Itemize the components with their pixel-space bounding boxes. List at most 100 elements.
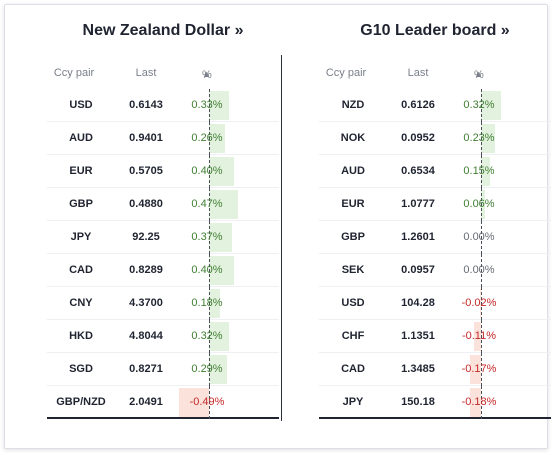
change-bar	[209, 190, 239, 219]
table-row[interactable]: CHF 1.1351 -0.11%	[319, 320, 551, 353]
last-price-cell: 0.6534	[401, 165, 435, 177]
ccy-pair-cell: SEK	[341, 264, 365, 276]
header-ccy-pair[interactable]: Ccy pair	[325, 67, 367, 79]
change-bar	[178, 388, 209, 417]
ccy-pair-cell: GBP	[341, 231, 365, 243]
last-price-cell: 1.1351	[401, 330, 435, 342]
zero-line	[481, 155, 482, 188]
ccy-pair-cell: JPY	[70, 231, 92, 243]
pct-change-cell: 0.00%	[463, 231, 495, 243]
table-row[interactable]: AUD 0.9401 0.26%	[47, 122, 279, 155]
last-price-cell: 0.4880	[129, 198, 163, 210]
table-row[interactable]: EUR 0.5705 0.40%	[47, 155, 279, 188]
nzd-panel-title[interactable]: New Zealand Dollar »	[82, 22, 244, 39]
ccy-pair-cell: GBP/NZD	[56, 396, 106, 408]
table-row[interactable]: GBP/NZD 2.0491 -0.49%	[47, 386, 279, 419]
table-row[interactable]: HKD 4.8044 0.32%	[47, 320, 279, 353]
header-ccy-pair[interactable]: Ccy pair	[53, 67, 95, 79]
header-last[interactable]: Last	[135, 67, 157, 79]
ccy-pair-cell: CAD	[341, 363, 365, 375]
g10-panel-title[interactable]: G10 Leader board »	[360, 22, 510, 39]
zero-line	[209, 89, 210, 122]
zero-line	[209, 353, 210, 386]
pct-change-cell: -0.02%	[461, 297, 497, 309]
pct-change-cell: 0.32%	[463, 99, 495, 111]
ccy-pair-cell: GBP	[69, 198, 93, 210]
pct-change-cell: 0.00%	[463, 264, 495, 276]
last-price-cell: 92.25	[132, 231, 160, 243]
pct-change-cell: 0.32%	[191, 330, 223, 342]
nzd-rows: USD 0.6143 0.33% AUD 0.9401 0.26% EUR 0.5705 0.4…	[47, 89, 279, 419]
change-bar	[470, 355, 481, 384]
ccy-pair-cell: CHF	[341, 330, 365, 342]
table-row[interactable]: JPY 150.18 -0.18%	[319, 386, 551, 419]
ccy-pair-cell: AUD	[341, 165, 365, 177]
g10-rows: NZD 0.6126 0.32% NOK 0.0952 0.23% AUD 0.6534 0.1…	[319, 89, 551, 419]
pct-change-cell: 0.23%	[463, 132, 495, 144]
last-price-cell: 4.8044	[129, 330, 163, 342]
header-last[interactable]: Last	[407, 67, 429, 79]
change-bar	[209, 355, 227, 384]
zero-line	[481, 353, 482, 386]
change-bar	[481, 190, 485, 219]
table-row[interactable]: CAD 0.8289 0.40%	[47, 254, 279, 287]
last-price-cell: 1.0777	[401, 198, 435, 210]
change-bar	[469, 388, 481, 417]
pct-change-cell: 0.26%	[191, 132, 223, 144]
zero-line	[209, 320, 210, 353]
zero-line	[209, 188, 210, 221]
change-bar	[209, 91, 230, 120]
zero-line	[481, 188, 482, 221]
last-price-cell: 4.3700	[129, 297, 163, 309]
zero-line	[481, 320, 482, 353]
table-row[interactable]: NOK 0.0952 0.23%	[319, 122, 551, 155]
change-bar	[481, 91, 501, 120]
table-row[interactable]: GBP 0.4880 0.47%	[47, 188, 279, 221]
last-price-cell: 0.8271	[129, 363, 163, 375]
panel-divider	[281, 55, 282, 421]
pct-change-cell: 0.15%	[463, 165, 495, 177]
pct-change-cell: -0.18%	[461, 396, 497, 408]
last-price-cell: 0.6143	[129, 99, 163, 111]
table-row[interactable]: JPY 92.25 0.37%	[47, 221, 279, 254]
last-price-cell: 104.28	[401, 297, 435, 309]
table-row[interactable]: SEK 0.0957 0.00%	[319, 254, 551, 287]
last-price-cell: 0.6126	[401, 99, 435, 111]
change-bar	[209, 124, 226, 153]
ccy-pair-cell: EUR	[341, 198, 365, 210]
change-bar	[209, 157, 234, 186]
last-price-cell: 0.5705	[129, 165, 163, 177]
ccy-pair-cell: CAD	[69, 264, 93, 276]
last-price-cell: 150.18	[401, 396, 435, 408]
ccy-pair-cell: USD	[69, 99, 93, 111]
table-row[interactable]: CAD 1.3485 -0.17%	[319, 353, 551, 386]
table-row[interactable]: USD 104.28 -0.02%	[319, 287, 551, 320]
ccy-pair-cell: USD	[341, 297, 365, 309]
zero-line	[481, 221, 482, 254]
pct-change-cell: 0.47%	[191, 198, 223, 210]
table-row[interactable]: CNY 4.3700 0.18%	[47, 287, 279, 320]
pct-change-cell: 0.29%	[191, 363, 223, 375]
last-price-cell: 0.8289	[129, 264, 163, 276]
zero-line	[209, 221, 210, 254]
table-row[interactable]: SGD 0.8271 0.29%	[47, 353, 279, 386]
fx-widget-card: New Zealand Dollar » Ccy pair Last % ▲ U…	[4, 4, 551, 449]
change-bar	[209, 322, 229, 351]
header-pct-label: %	[202, 69, 212, 81]
change-bar	[209, 223, 232, 252]
sort-asc-icon: ▲	[474, 69, 483, 79]
table-row[interactable]: EUR 1.0777 0.06%	[319, 188, 551, 221]
table-row[interactable]: AUD 0.6534 0.15%	[319, 155, 551, 188]
zero-line	[481, 254, 482, 287]
table-row[interactable]: GBP 1.2601 0.00%	[319, 221, 551, 254]
change-bar	[481, 124, 496, 153]
table-row[interactable]: USD 0.6143 0.33%	[47, 89, 279, 122]
last-price-cell: 0.9401	[129, 132, 163, 144]
pct-change-cell: 0.37%	[191, 231, 223, 243]
pct-change-cell: 0.40%	[191, 165, 223, 177]
table-row[interactable]: NZD 0.6126 0.32%	[319, 89, 551, 122]
change-bar	[209, 256, 234, 285]
table-header: Ccy pair Last % ▲	[47, 65, 279, 83]
zero-line	[481, 386, 482, 419]
zero-line	[209, 386, 210, 419]
